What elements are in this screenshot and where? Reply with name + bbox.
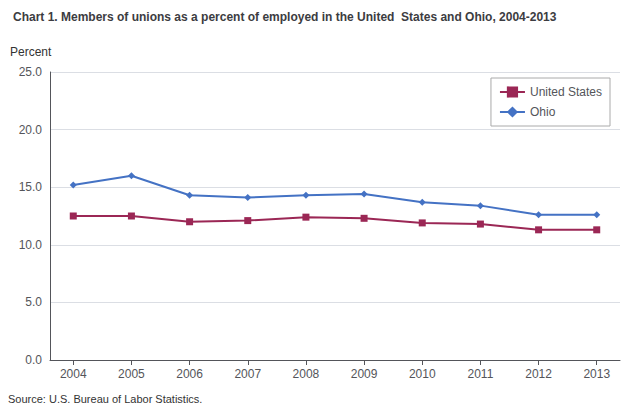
svg-text:Source: U.S. Bureau of Labor S: Source: U.S. Bureau of Labor Statistics. — [8, 393, 202, 405]
svg-text:United States: United States — [530, 85, 602, 99]
svg-text:Chart 1. Members of unions as: Chart 1. Members of unions as a percent … — [13, 10, 557, 24]
svg-text:20.0: 20.0 — [19, 123, 43, 137]
svg-text:Percent: Percent — [10, 45, 52, 59]
svg-text:2004: 2004 — [60, 367, 87, 381]
svg-text:2013: 2013 — [583, 367, 610, 381]
svg-text:5.0: 5.0 — [25, 295, 42, 309]
svg-text:25.0: 25.0 — [19, 65, 43, 79]
svg-text:2007: 2007 — [234, 367, 261, 381]
svg-text:2008: 2008 — [293, 367, 320, 381]
svg-text:2006: 2006 — [176, 367, 203, 381]
svg-text:2009: 2009 — [351, 367, 378, 381]
svg-text:2010: 2010 — [409, 367, 436, 381]
svg-text:15.0: 15.0 — [19, 180, 43, 194]
svg-text:2011: 2011 — [468, 367, 494, 381]
svg-text:2012: 2012 — [525, 367, 552, 381]
svg-text:10.0: 10.0 — [19, 238, 43, 252]
svg-text:2005: 2005 — [118, 367, 145, 381]
svg-text:Ohio: Ohio — [530, 105, 556, 119]
svg-text:0.0: 0.0 — [25, 353, 42, 367]
